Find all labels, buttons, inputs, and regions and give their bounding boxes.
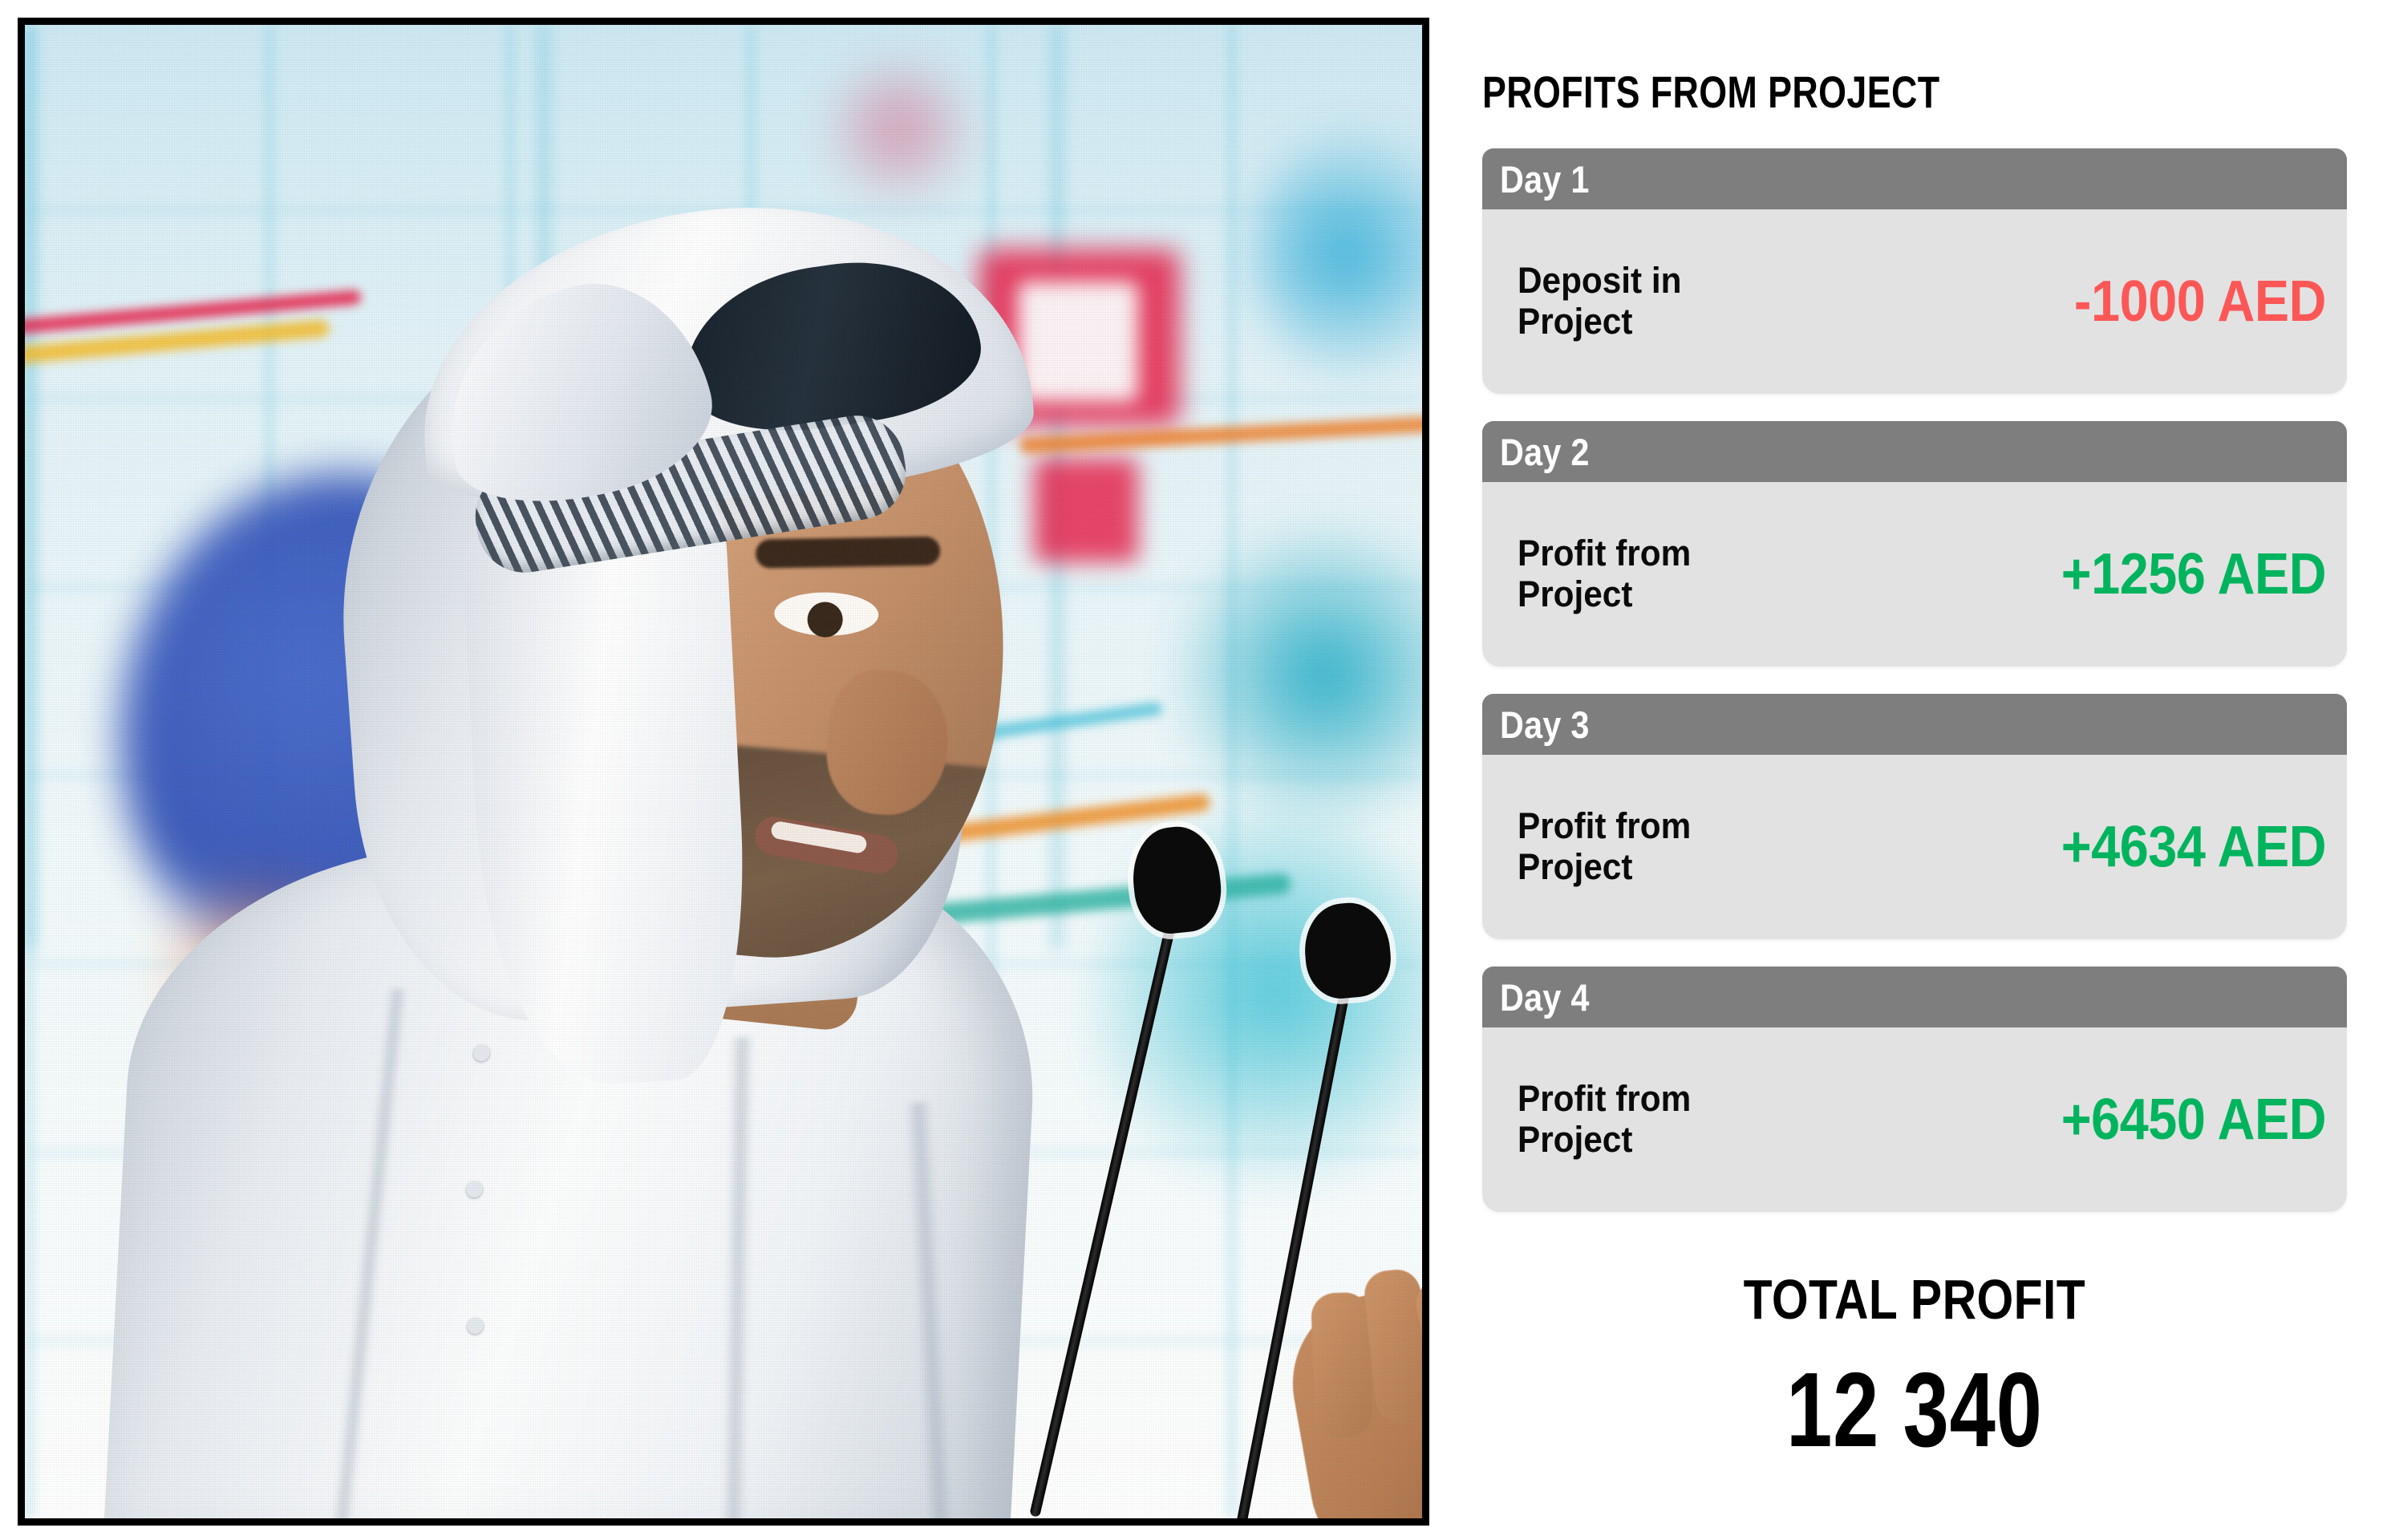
backdrop-red-square-inner [1018,282,1138,402]
robe-fold [721,1036,755,1518]
day-card-description: Profit from Project [1518,805,1692,887]
microphone-head [1128,822,1226,938]
day-card-header: Day 4 [1482,967,2347,1027]
day-card-body: Profit from Project +4634 AED [1482,755,2347,939]
total-profit-block: TOTAL PROFIT 12 340 [1482,1267,2347,1470]
total-profit-value-wrap: 12 340 [1482,1331,2347,1470]
robe-button [466,1181,484,1198]
profits-summary-panel: PROFITS FROM PROJECT Day 1 Deposit in Pr… [1476,0,2391,1540]
day-card-header-label: Day 1 [1500,157,1590,201]
day-card-body: Deposit in Project -1000 AED [1482,209,2347,394]
day-card-amount: +4634 AED [2061,815,2327,879]
day-card-description: Profit from Project [1518,1078,1692,1160]
day-card-amount: +1256 AED [2061,542,2327,606]
robe-button [472,1045,490,1061]
hand [1279,1267,1422,1518]
robe-fold [328,988,408,1518]
microphone-stem [1029,890,1184,1518]
day-card-header: Day 2 [1482,421,2347,482]
day-card-body: Profit from Project +1256 AED [1482,482,2347,667]
day-card-description: Profit from Project [1518,533,1692,614]
speaker-figure [25,25,1422,1518]
day-card-header: Day 1 [1482,148,2347,209]
total-profit-value: 12 340 [1786,1351,2043,1469]
total-profit-label-wrap: TOTAL PROFIT [1482,1267,2347,1331]
day-card-header-label: Day 2 [1500,430,1590,473]
backdrop-teal-shape-1 [1172,506,1422,843]
panel-title: PROFITS FROM PROJECT [1482,67,1940,117]
day-card: Day 2 Profit from Project +1256 AED [1482,421,2347,667]
speaker-photo-panel [18,18,1429,1526]
day-card: Day 3 Profit from Project +4634 AED [1482,694,2347,939]
day-card-amount: -1000 AED [2073,270,2327,334]
photo-stage [25,25,1422,1518]
day-card: Day 4 Profit from Project +6450 AED [1482,967,2347,1212]
day-card: Day 1 Deposit in Project -1000 AED [1482,148,2347,394]
backdrop-magenta-shape [811,57,987,201]
robe-fold [904,1100,956,1518]
robe-button [467,1318,484,1334]
day-card-header: Day 3 [1482,694,2347,755]
backdrop-red-shape [1034,458,1138,562]
eyebrow [755,536,941,569]
day-card-body: Profit from Project +6450 AED [1482,1027,2347,1212]
total-profit-label: TOTAL PROFIT [1743,1268,2086,1331]
day-card-amount: +6450 AED [2061,1088,2327,1152]
finger [1310,1291,1374,1438]
day-card-header-label: Day 4 [1500,975,1590,1019]
microphone-head [1301,899,1394,1002]
day-card-description: Deposit in Project [1518,260,1682,342]
day-card-header-label: Day 3 [1500,703,1590,746]
